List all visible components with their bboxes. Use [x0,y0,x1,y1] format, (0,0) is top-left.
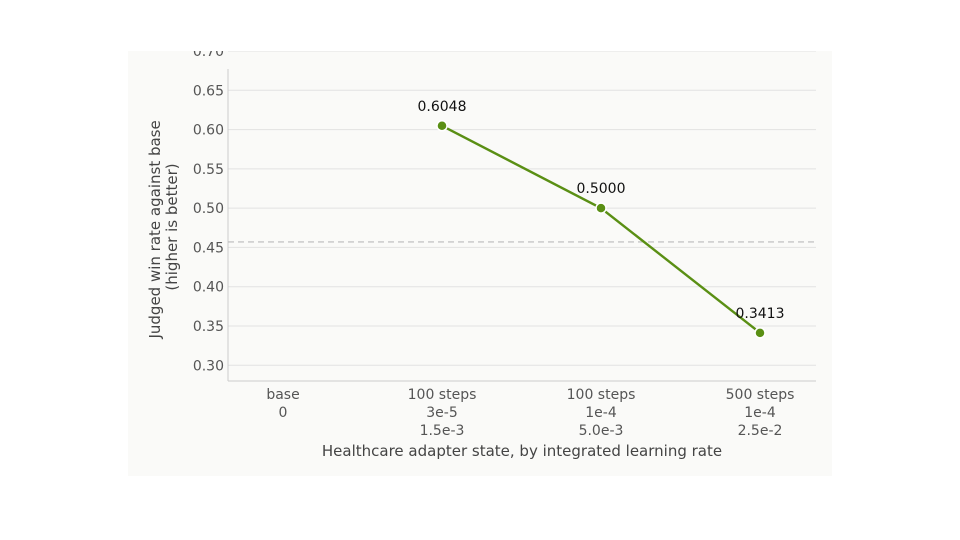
grid-lines [228,51,816,366]
y-tick-label: 0.60 [193,123,224,139]
x-axis-title: Healthcare adapter state, by integrated … [322,442,722,460]
x-tick-label-line: 100 steps [408,387,477,403]
x-tick-label-line: 3e-5 [426,405,457,421]
y-axis-title: Judged win rate against base (higher is … [146,115,181,339]
x-tick-label-line: 2.5e-2 [738,423,783,439]
y-tick-label: 0.55 [193,162,224,178]
x-tick-label-line: 0 [279,405,288,421]
x-tick-label: 100 steps 3e-5 1.5e-3 [408,387,477,439]
x-tick-label: 100 steps 1e-4 5.0e-3 [567,387,636,439]
data-label: 0.3413 [736,306,785,322]
line-chart: 0.30 0.35 0.40 0.45 0.50 0.55 0.60 0.65 0.70 0.6… [146,51,816,460]
data-point [436,120,448,132]
y-tick-label: 0.50 [193,201,224,217]
data-point [754,327,766,339]
x-tick-label-line: 1e-4 [744,405,776,421]
y-tick-label: 0.40 [193,280,224,296]
y-axis-tick-labels: 0.30 0.35 0.40 0.45 0.50 0.55 0.60 0.65 0.70 [193,51,224,374]
x-tick-label: base 0 [266,387,299,421]
data-label: 0.6048 [418,99,467,115]
series-line [441,124,761,334]
x-tick-label-line: base [266,387,299,403]
y-axis-title-line-2: (higher is better) [163,163,181,290]
y-tick-label: 0.70 [193,51,224,60]
series-group [436,120,766,339]
y-axis-title-line-1: Judged win rate against base [146,120,164,339]
x-tick-label-line: 100 steps [567,387,636,403]
data-point [595,202,607,214]
data-labels: 0.6048 0.5000 0.3413 [418,99,785,322]
x-tick-label-line: 1.5e-3 [420,423,465,439]
data-label: 0.5000 [577,181,626,197]
x-axis-tick-labels: base 0 100 steps 3e-5 1.5e-3 100 steps 1e-4 5.0… [266,387,794,439]
y-tick-label: 0.35 [193,319,224,335]
y-tick-label: 0.30 [193,358,224,374]
x-tick-label-line: 1e-4 [585,405,617,421]
x-tick-label-line: 500 steps [726,387,795,403]
chart-panel: 0.30 0.35 0.40 0.45 0.50 0.55 0.60 0.65 0.70 0.6… [128,51,832,476]
y-tick-label: 0.45 [193,240,224,256]
y-tick-label: 0.65 [193,83,224,99]
x-tick-label-line: 5.0e-3 [579,423,624,439]
x-tick-label: 500 steps 1e-4 2.5e-2 [726,387,795,439]
axes [227,69,816,382]
